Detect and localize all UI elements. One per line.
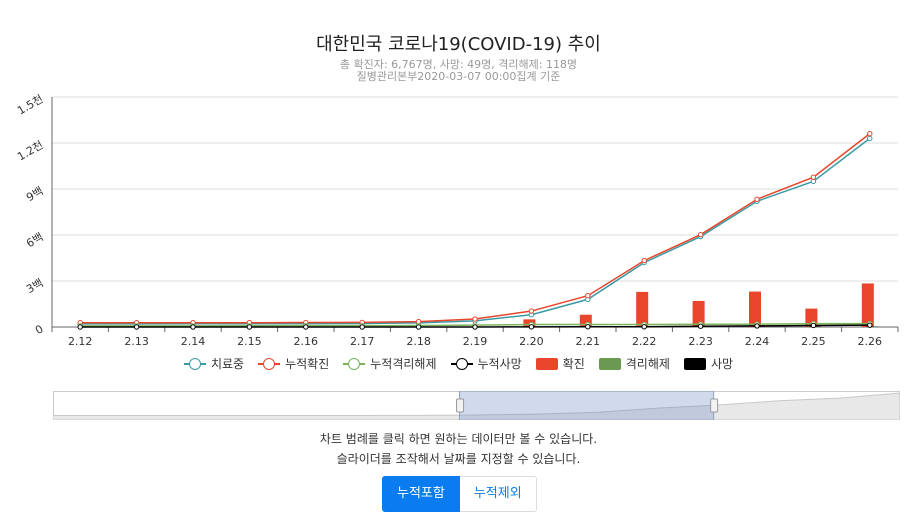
legend-item[interactable]: 확진 <box>535 355 585 372</box>
point-누적사망 <box>359 324 365 330</box>
legend-line-marker <box>258 357 281 370</box>
legend-line-marker <box>450 357 473 370</box>
chart-title: 대한민국 코로나19(COVID-19) 추이 <box>316 34 601 55</box>
x-tick-label: 2.19 <box>463 335 488 348</box>
point-누적확진 <box>810 174 817 180</box>
point-누적확진 <box>641 257 647 264</box>
point-누적사망 <box>585 323 591 330</box>
x-tick-label: 2.13 <box>124 335 149 348</box>
legend-label: 누적격리해제 <box>370 357 437 371</box>
hint-legend: 차트 범례를 클릭 하면 원하는 데이터만 볼 수 있습니다. <box>319 432 598 446</box>
bar-확진 <box>861 283 874 327</box>
point-누적사망 <box>133 324 140 330</box>
point-누적사망 <box>810 322 817 329</box>
legend-item[interactable]: 격리해제 <box>598 355 670 372</box>
legend-label: 누적확진 <box>285 357 330 371</box>
point-누적사망 <box>472 324 478 330</box>
point-누적확진 <box>528 308 535 314</box>
point-누적사망 <box>641 323 647 330</box>
y-tick-label: 0 <box>33 322 46 337</box>
legend-label: 사망 <box>710 357 734 371</box>
legend-label: 확진 <box>562 357 585 371</box>
x-tick-label: 2.20 <box>519 335 544 348</box>
point-누적사망 <box>697 323 704 329</box>
usage-hints: 차트 범례를 클릭 하면 원하는 데이터만 볼 수 있습니다. 슬라이더를 조작… <box>0 429 917 469</box>
x-tick-label: 2.25 <box>801 335 826 348</box>
legend-box-marker <box>683 357 706 370</box>
navigator-selected-range[interactable] <box>459 391 714 420</box>
legend-item[interactable]: 누적격리해제 <box>343 355 437 372</box>
point-누적사망 <box>303 324 309 330</box>
y-tick-label: 1.5천 <box>15 91 46 117</box>
legend-label: 치료중 <box>210 357 245 371</box>
y-tick-label: 6백 <box>24 230 45 250</box>
legend-item[interactable]: 누적사망 <box>450 355 522 372</box>
point-누적확진 <box>867 130 873 137</box>
hint-slider: 슬라이더를 조작해서 날짜를 지정할 수 있습니다. <box>336 452 581 466</box>
x-tick-label: 2.16 <box>294 335 319 348</box>
source-text: 질병관리본부2020-03-07 00:00집계 기준 <box>356 70 561 83</box>
point-누적사망 <box>415 324 422 330</box>
legend-item[interactable]: 치료중 <box>183 355 245 372</box>
summary-text: 총 확진자: 6,767명, 사망: 49명, 격리해제: 118명 <box>339 58 578 71</box>
point-누적확진 <box>697 231 704 238</box>
x-tick-label: 2.23 <box>688 335 713 348</box>
exclude-cumulative-button[interactable]: 누적제외 <box>459 476 537 512</box>
x-tick-label: 2.18 <box>406 335 431 348</box>
x-tick-label: 2.14 <box>181 335 206 348</box>
point-누적확진 <box>585 293 591 299</box>
cumulative-toggle: 누적포함 누적제외 <box>382 476 537 512</box>
x-tick-label: 2.24 <box>745 335 770 348</box>
chart-plot: 0 3백 6백 9백 1.2천 1.5천 2.12 2.13 2.14 2.15 2.16 2.17 2… <box>15 91 899 348</box>
chart-subtitle: 총 확진자: 6,767명, 사망: 49명, 격리해제: 118명 질병관리본… <box>0 59 917 83</box>
legend-box-marker <box>598 357 621 370</box>
navigator-series-area <box>53 392 900 420</box>
legend-box-marker <box>535 357 558 370</box>
x-tick-label: 2.15 <box>237 335 262 348</box>
x-tick-label: 2.22 <box>632 335 657 348</box>
date-range-navigator[interactable] <box>53 391 900 420</box>
point-누적사망 <box>754 323 760 329</box>
bar-확진 <box>749 291 761 327</box>
navigator-handle[interactable] <box>456 398 465 413</box>
x-tick-label: 2.12 <box>68 335 93 348</box>
bar-확진 <box>692 300 705 327</box>
chart-legend: 치료중 누적확진 누적격리해제 누적사망 확진 격리해제 사망 <box>0 355 917 372</box>
y-tick-label: 3백 <box>24 276 45 296</box>
point-누적확진 <box>472 316 478 322</box>
bar-확진 <box>636 291 649 327</box>
point-누적사망 <box>190 324 196 330</box>
point-누적사망 <box>528 324 535 330</box>
point-누적사망 <box>77 324 83 330</box>
point-누적확진 <box>754 196 760 202</box>
legend-line-marker <box>343 357 366 370</box>
point-누적사망 <box>867 322 873 328</box>
legend-label: 누적사망 <box>477 357 522 371</box>
legend-label: 격리해제 <box>625 357 670 371</box>
include-cumulative-button[interactable]: 누적포함 <box>382 476 460 512</box>
legend-item[interactable]: 사망 <box>683 355 734 372</box>
y-tick-label: 9백 <box>24 184 45 204</box>
x-tick-label: 2.17 <box>350 335 375 348</box>
legend-item[interactable]: 누적확진 <box>258 355 329 372</box>
point-누적사망 <box>246 324 253 330</box>
x-tick-label: 2.21 <box>576 335 601 348</box>
point-치료중 <box>867 135 873 142</box>
navigator-handle[interactable] <box>710 398 719 413</box>
y-tick-label: 1.2천 <box>15 137 46 163</box>
legend-line-marker <box>183 357 206 370</box>
x-tick-label: 2.26 <box>858 335 883 348</box>
